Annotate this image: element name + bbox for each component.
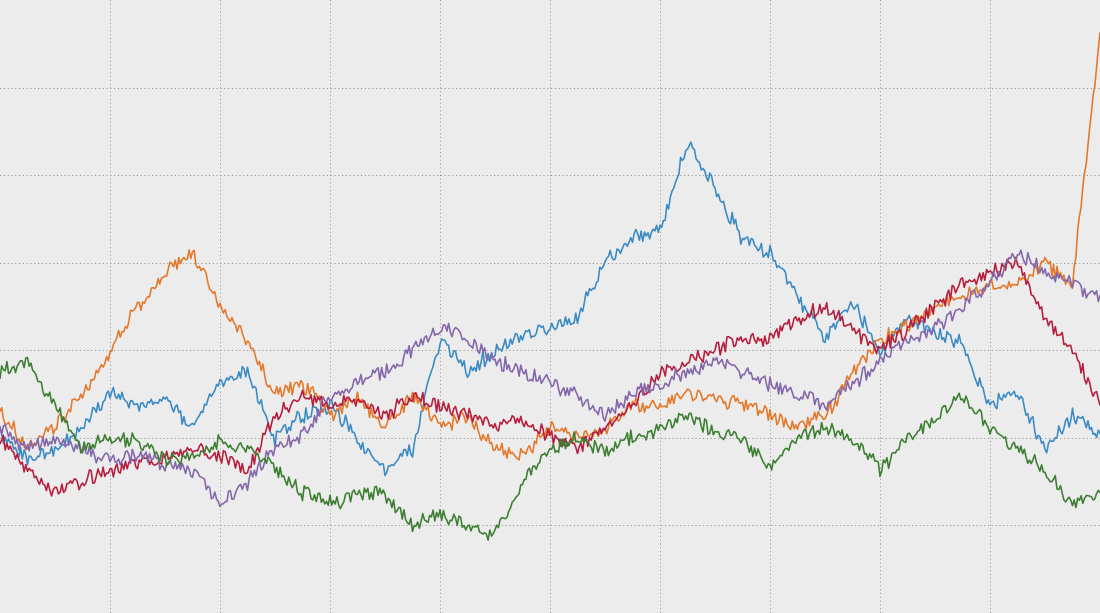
series-line-2 [0,31,1100,461]
series-layer [0,31,1100,541]
series-line-5 [0,356,1100,541]
series-line-3 [0,256,1100,497]
series-line-4 [0,249,1100,508]
